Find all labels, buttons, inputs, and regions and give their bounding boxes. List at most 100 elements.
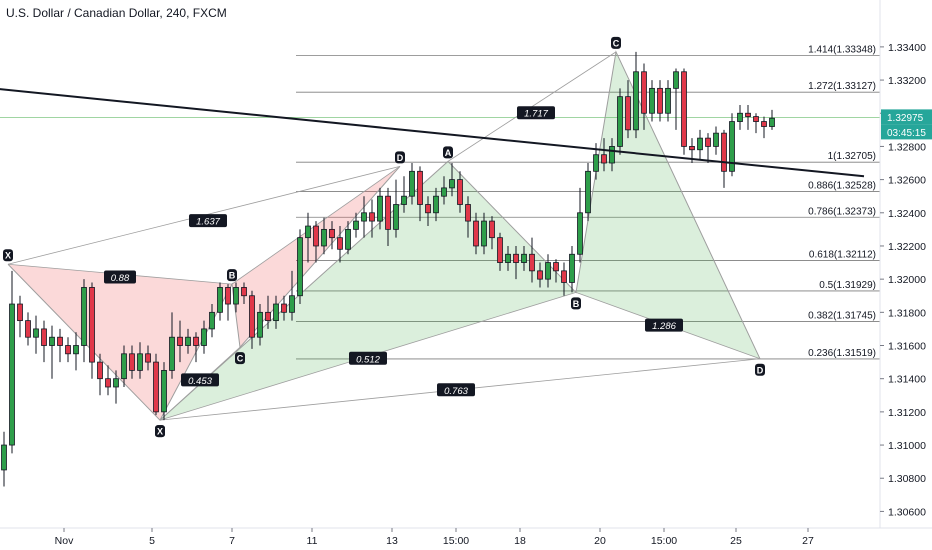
point-text: B [573,299,580,309]
point-label-D-red: D [395,151,405,164]
current-price-badge [881,109,932,125]
candles [1,51,775,487]
pattern-red-triangle-0 [8,264,232,421]
candle [313,221,319,263]
fib-label-1: 1.272(1.33127) [808,81,876,92]
candle [209,304,215,338]
candle-body [753,116,759,122]
candle-body [41,328,47,346]
point-label-B-green: B [571,297,581,310]
fib-label-8: 0.236(1.31519) [808,348,876,359]
candle [769,109,775,130]
point-badge [3,249,13,262]
candle [177,320,183,363]
candle [161,362,167,421]
x-tick-label: 15:00 [443,535,469,547]
candle [297,229,303,305]
candle-body [585,170,591,214]
candle [257,304,263,346]
y-tick-label: 1.30600 [888,506,926,518]
candle-body [577,212,583,255]
candle [417,166,423,222]
candle-body [1,444,7,471]
ratio-text: 0.512 [356,354,380,365]
candle-body [497,237,503,263]
candle [401,176,407,213]
current-price-text: 1.32975 [887,113,924,124]
candle [697,129,703,160]
candle-body [737,112,743,122]
candle-body [721,132,727,172]
candle [57,328,63,363]
candle-body [513,253,519,263]
candle [433,187,439,222]
candle [369,199,375,238]
ratio-badge [437,383,475,397]
candle-body [569,253,575,283]
candle [521,245,527,271]
point-label-X-red: X [3,249,13,262]
candle-body [665,87,671,114]
candle-body [769,117,775,127]
x-tick-label: Nov [55,535,74,547]
candle-body [505,253,511,263]
candle-body [529,253,535,272]
candle-body [353,220,359,230]
y-tick-label: 1.31600 [888,341,926,353]
fib-label-2: 1(1.32705) [828,151,876,162]
candle [17,295,23,338]
candle-body [713,132,719,147]
ratio-badge [517,106,555,120]
candle-body [473,220,479,247]
candle [465,196,471,238]
candle [745,104,751,130]
point-label-C-green: C [611,36,621,49]
y-tick-label: 1.31200 [888,407,926,419]
candle-body [185,336,191,346]
ratio-labels: 0.88 1.637 0.453 0.512 0.763 1.717 1.286 [104,106,683,397]
candle [681,68,687,155]
candle [281,295,287,321]
candle-body [281,303,287,313]
fib-levels: 1.414(1.33348) 1.272(1.33127) 1(1.32705) 0.… [0,45,880,360]
candle-body [81,287,87,346]
candle [201,320,207,354]
point-label-A-green: A [443,146,453,159]
candle-body [25,320,31,338]
fib-label-7: 0.382(1.31745) [808,310,876,321]
candle-body [457,179,463,205]
point-text: D [757,365,764,375]
candle [545,254,551,288]
candle-body [257,311,263,338]
candle-body [313,225,319,247]
point-text: A [445,148,452,158]
candle [25,312,31,346]
candle [713,126,719,155]
candle-body [201,328,207,346]
candle [377,187,383,230]
candle-body [657,87,663,114]
point-badge [227,269,237,282]
candle [761,116,767,139]
candle [425,196,431,227]
ratio-label-3: 0.512 [349,351,387,365]
point-text: X [5,251,11,261]
candle [529,237,535,283]
candle-body [89,287,95,363]
candle-body [273,303,279,322]
candle-body [113,378,119,388]
candle [721,129,727,188]
candle-body [289,295,295,313]
candle-body [137,353,143,371]
candle-body [153,361,159,413]
fib-label-6: 0.5(1.31929) [819,280,876,291]
candle-body [649,87,655,114]
candle [49,325,55,379]
point-badge [155,425,165,438]
candle [97,353,103,396]
candle [737,104,743,130]
candle [153,353,159,416]
candle-body [129,353,135,371]
candle-body [49,336,55,346]
